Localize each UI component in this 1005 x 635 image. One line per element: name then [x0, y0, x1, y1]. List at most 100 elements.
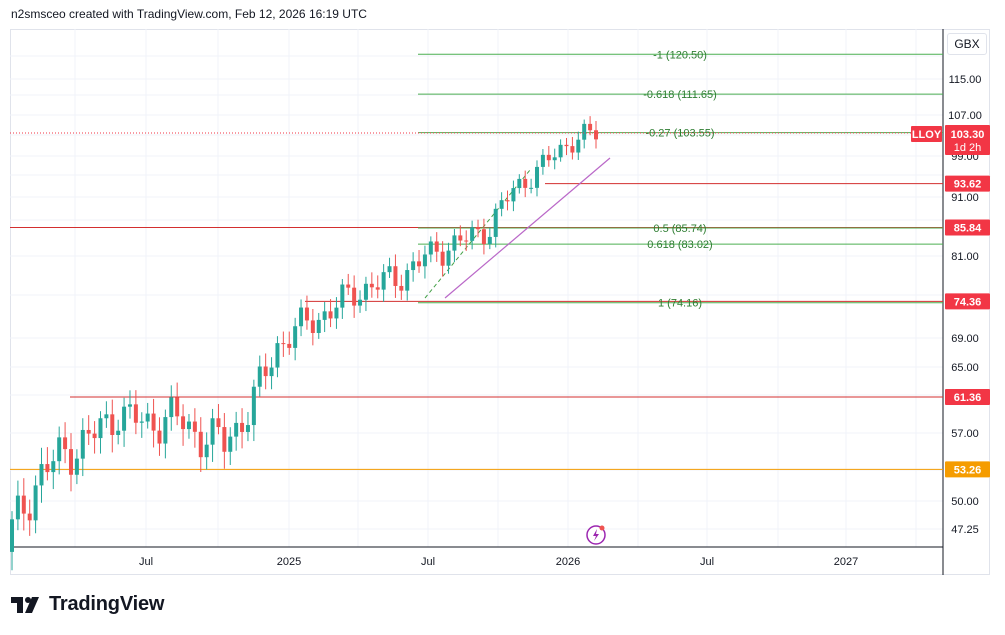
- candle-body: [558, 144, 563, 158]
- candle-body: [157, 430, 162, 444]
- candle-body: [127, 404, 132, 407]
- candle-body: [405, 270, 410, 291]
- candle-body: [139, 421, 144, 423]
- candle-body: [564, 144, 569, 147]
- level-price-label: 85.84: [954, 222, 982, 234]
- candle-body: [588, 123, 593, 131]
- candle-body: [15, 495, 20, 520]
- projection-lines: [424, 157, 611, 299]
- level-price-tag: [945, 175, 990, 192]
- last-price-marker: LLOY 103.30 1d 2h: [10, 125, 990, 155]
- candle-body: [216, 418, 221, 428]
- candle-body: [334, 307, 339, 319]
- time-tick-label: Jul: [700, 556, 714, 568]
- candle-body: [192, 421, 197, 432]
- candle-body: [505, 200, 510, 202]
- fib-label: 1 (74.16): [658, 298, 702, 310]
- candle-body: [151, 413, 156, 431]
- time-tick-label: 2027: [834, 556, 858, 568]
- candle-body: [63, 437, 68, 450]
- last-price-label: 103.30: [951, 129, 985, 141]
- candle-body: [245, 425, 250, 432]
- currency-button[interactable]: GBX: [947, 33, 987, 55]
- fib-label: -1 (120.50): [653, 49, 707, 61]
- candle-body: [322, 311, 327, 320]
- candle-body: [352, 287, 357, 306]
- candle-body: [499, 200, 504, 209]
- time-axis: Jul 2025 Jul 2026 Jul 2027: [139, 556, 858, 568]
- price-tick-label: 57.00: [951, 428, 979, 440]
- candle-body: [228, 436, 233, 452]
- candle-body: [411, 261, 416, 271]
- candle-body: [328, 311, 333, 319]
- level-price-label: 93.62: [954, 179, 982, 191]
- candle-body: [387, 266, 392, 273]
- candle-body: [363, 283, 368, 300]
- fib-levels: -1 (120.50) -0.618 (111.65) -0.27 (103.55)…: [418, 49, 943, 310]
- candle-body: [310, 320, 315, 333]
- price-tick-label: 69.00: [951, 333, 979, 345]
- event-flash-icon[interactable]: [586, 525, 606, 545]
- candle-body: [210, 418, 215, 445]
- symbol-label: LLOY: [912, 129, 942, 141]
- fib-label: 0.5 (85.74): [653, 223, 706, 235]
- time-tick-label: Jul: [139, 556, 153, 568]
- candle-body: [552, 157, 557, 161]
- price-tags: 93.62 85.84 74.36 61.36 53.26: [945, 175, 990, 478]
- candle-body: [57, 437, 62, 462]
- candle-body: [464, 240, 469, 242]
- candle-body: [452, 235, 457, 251]
- candle-body: [68, 449, 73, 475]
- price-tick-label: 81.00: [951, 251, 979, 263]
- candle-body: [417, 261, 422, 267]
- chart-attribution: n2smsceo created with TradingView.com, F…: [11, 7, 367, 21]
- candle-body: [10, 519, 14, 552]
- candle-body: [594, 130, 598, 140]
- candle-body: [304, 307, 309, 321]
- price-tick-label: 91.00: [951, 192, 979, 204]
- trend-line: [444, 157, 611, 299]
- price-tick-label: 115.00: [949, 74, 982, 86]
- candle-body: [340, 284, 345, 308]
- time-tick-label: Jul: [421, 556, 435, 568]
- candle-body: [45, 464, 50, 473]
- level-price-tag: [945, 293, 990, 310]
- candle-body: [428, 241, 433, 255]
- symbol-tag: [911, 126, 942, 142]
- level-price-label: 74.36: [954, 296, 982, 308]
- candle-body: [169, 397, 174, 418]
- candle-body: [476, 227, 481, 230]
- candle-body: [80, 429, 85, 459]
- candle-body: [92, 433, 97, 439]
- candle-body: [86, 429, 91, 434]
- tradingview-logo[interactable]: TradingView: [11, 593, 164, 616]
- candle-body: [523, 178, 528, 188]
- candle-body: [458, 235, 463, 241]
- level-price-label: 61.36: [954, 392, 982, 404]
- candle-body: [198, 431, 203, 458]
- candle-body: [204, 444, 209, 458]
- candle-body: [293, 326, 298, 348]
- candle-body: [582, 123, 587, 140]
- candle-body: [222, 427, 227, 452]
- candle-body: [393, 266, 398, 286]
- candle-body: [546, 154, 551, 161]
- price-axis: 115.00107.0099.0091.0081.0069.0065.0057.…: [948, 74, 982, 536]
- candle-body: [74, 458, 79, 475]
- candlestick-series: [10, 116, 598, 571]
- candle-body: [399, 285, 404, 291]
- candle-body: [251, 386, 256, 426]
- candle-body: [98, 418, 103, 439]
- candle-body: [434, 241, 439, 252]
- candle-body: [116, 430, 121, 435]
- candle-body: [281, 343, 286, 345]
- candle-body: [576, 139, 581, 153]
- candle-body: [27, 513, 32, 521]
- candle-body: [181, 416, 186, 430]
- candle-body: [145, 413, 150, 422]
- candle-body: [375, 287, 380, 290]
- candle-body: [381, 272, 386, 290]
- level-price-tag: [945, 219, 990, 236]
- candle-body: [240, 422, 245, 432]
